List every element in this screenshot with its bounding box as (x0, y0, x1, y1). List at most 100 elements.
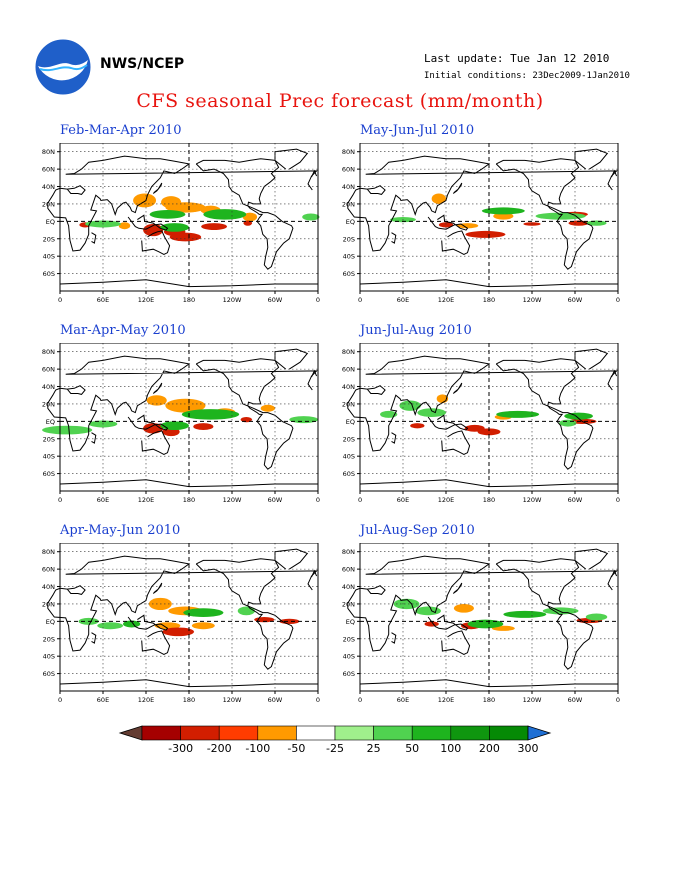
strong-dry-anomaly-area (143, 423, 164, 434)
panel-title: Feb-Mar-Apr 2010 (60, 123, 182, 138)
wet-anomaly-area (585, 613, 608, 621)
legend-swatch (141, 725, 181, 741)
coastline (441, 630, 471, 655)
lon-tick-label: 120E (438, 696, 455, 704)
lat-tick-label: 60S (43, 670, 55, 678)
legend-swatch (257, 725, 297, 741)
forecast-map: 80N 60N 40N 20N EQ 20S 40S 60S 0 60E 120E 180 120W 60… (42, 543, 320, 704)
lon-tick-label: 60W (268, 496, 283, 504)
dry-anomaly-area (493, 212, 514, 220)
lat-tick-label: 40N (342, 583, 355, 591)
lat-tick-label: EQ (46, 618, 55, 626)
coastline (391, 432, 397, 444)
lat-tick-label: 20N (342, 200, 355, 208)
strong-dry-anomaly-area (201, 223, 227, 231)
lon-tick-label: 60E (97, 496, 109, 504)
lon-tick-label: 120W (223, 696, 242, 704)
strong-dry-anomaly-area (162, 627, 195, 637)
legend-label: 50 (405, 742, 419, 755)
coastline (47, 155, 318, 252)
legend-swatch (450, 725, 490, 741)
lon-tick-label: 120W (523, 496, 542, 504)
legend-label: -50 (287, 742, 305, 755)
coastline (574, 548, 609, 570)
lon-tick-label: 180 (183, 496, 195, 504)
lon-tick-label: 180 (483, 696, 495, 704)
dry-anomaly-area (165, 398, 206, 413)
lon-tick-label: 0 (58, 696, 62, 704)
lon-tick-label: 0 (616, 296, 620, 304)
legend-label: -200 (207, 742, 232, 755)
coastline (452, 382, 463, 394)
wet-anomaly-area (380, 410, 398, 418)
lat-tick-label: 40N (42, 583, 55, 591)
lat-tick-label: 40S (343, 653, 355, 661)
lat-tick-label: EQ (46, 418, 55, 426)
lat-tick-label: 60N (342, 566, 355, 574)
lat-tick-label: 40S (43, 253, 55, 261)
lat-tick-label: 20N (42, 400, 55, 408)
coastline (47, 555, 318, 652)
legend-swatch (218, 725, 259, 741)
lon-tick-label: 0 (616, 696, 620, 704)
coastline (391, 232, 397, 244)
color-legend: -300 -200 -100 -50 -25 25 50 100 200 300 (118, 725, 552, 755)
lat-tick-label: 20S (43, 435, 55, 443)
lat-tick-label: 40N (42, 183, 55, 191)
lat-tick-label: 40S (43, 653, 55, 661)
lon-tick-label: 0 (358, 696, 362, 704)
legend-swatch (334, 725, 374, 741)
strong-wet-anomaly-area (149, 210, 186, 219)
strong-wet-anomaly-area (503, 610, 547, 618)
coastline (452, 582, 463, 594)
lat-tick-label: 60S (343, 270, 355, 278)
lon-tick-label: 0 (316, 496, 320, 504)
legend-label: -100 (245, 742, 270, 755)
dry-anomaly-area (191, 622, 215, 630)
lon-tick-label: 120E (438, 496, 455, 504)
last-update: Last update: Tue Jan 12 2010 (424, 52, 610, 65)
page-title: CFS seasonal Prec forecast (mm/month) (136, 90, 544, 112)
lon-tick-label: 120E (138, 696, 155, 704)
coastline (347, 355, 618, 452)
forecast-map: 80N 60N 40N 20N EQ 20S 40S 60S 0 60E 120E 180 120W 60… (42, 143, 320, 304)
panel-title: Apr-May-Jun 2010 (60, 523, 181, 538)
lat-tick-label: 40N (42, 383, 55, 391)
legend-arrow-high (527, 725, 552, 741)
coastline (152, 582, 163, 594)
coastline (141, 230, 171, 255)
legend-label: 100 (440, 742, 461, 755)
forecast-map: 80N 60N 40N 20N EQ 20S 40S 60S 0 60E 120E 180 120W 60… (342, 143, 620, 304)
coastline (441, 230, 471, 255)
lat-tick-label: 40S (343, 253, 355, 261)
wet-anomaly-area (417, 408, 446, 417)
panel-title: May-Jun-Jul 2010 (360, 123, 475, 138)
lat-tick-label: 20S (43, 235, 55, 243)
lat-tick-label: 40S (343, 453, 355, 461)
legend-label: 25 (367, 742, 381, 755)
strong-wet-anomaly-area (481, 207, 525, 215)
coastline (311, 169, 318, 178)
lon-tick-label: 60E (397, 496, 409, 504)
lat-tick-label: 80N (342, 348, 355, 356)
lon-tick-label: 60E (97, 296, 109, 304)
strong-wet-anomaly-area (181, 409, 240, 420)
lon-tick-label: 120E (138, 296, 155, 304)
strong-dry-anomaly-area (193, 423, 214, 431)
coastline (47, 355, 318, 452)
lon-tick-label: 120W (223, 496, 242, 504)
lat-tick-label: 80N (42, 548, 55, 556)
lon-tick-label: 60E (397, 696, 409, 704)
lon-tick-label: 120W (223, 296, 242, 304)
coastline (452, 182, 463, 194)
lon-tick-label: 180 (483, 496, 495, 504)
lon-tick-label: 180 (183, 296, 195, 304)
lon-tick-label: 0 (58, 496, 62, 504)
lat-tick-label: 80N (42, 148, 55, 156)
lat-tick-label: EQ (346, 418, 355, 426)
coastline (611, 169, 618, 178)
coastline (311, 369, 318, 378)
coastline (495, 358, 594, 470)
lat-tick-label: 40N (342, 383, 355, 391)
dry-anomaly-area (453, 603, 474, 613)
